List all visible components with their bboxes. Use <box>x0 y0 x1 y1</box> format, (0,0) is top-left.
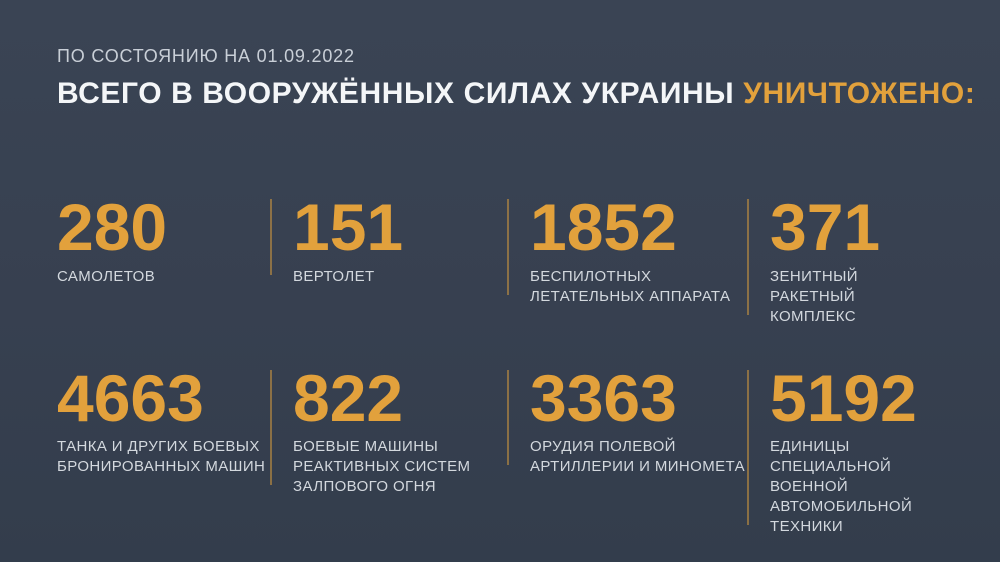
stat-value: 3363 <box>530 360 677 435</box>
column-divider <box>507 369 509 466</box>
stat-value: 151 <box>293 190 404 264</box>
stat-label: БОЕВЫЕ МАШИНЫ РЕАКТИВНЫХ СИСТЕМ ЗАЛПОВОГ… <box>293 438 471 496</box>
column-divider <box>507 199 509 295</box>
stat-value: 371 <box>770 190 881 264</box>
stats-grid: 280 САМОЛЕТОВ 151 ВЕРТОЛЕТ 1852 БЕСПИЛОТ… <box>57 190 943 538</box>
page-title: ВСЕГО В ВООРУЖЁННЫХ СИЛАХ УКРАИНЫ УНИЧТО… <box>57 77 975 111</box>
stat-card-helicopters: 151 ВЕРТОЛЕТ <box>270 190 507 287</box>
stat-value: 5192 <box>770 360 917 435</box>
stat-label: ВЕРТОЛЕТ <box>293 267 375 285</box>
stat-card-uav: 1852 БЕСПИЛОТНЫХ ЛЕТАТЕЛЬНЫХ АППАРАТА <box>507 190 747 307</box>
stat-label: БЕСПИЛОТНЫХ ЛЕТАТЕЛЬНЫХ АППАРАТА <box>530 267 731 305</box>
stat-card-military-vehicles: 5192 ЕДИНИЦЫ СПЕЦИАЛЬНОЙ ВОЕННОЙ АВТОМОБ… <box>747 360 943 538</box>
column-divider <box>747 369 749 526</box>
column-divider <box>270 199 272 275</box>
stat-value: 1852 <box>530 190 677 264</box>
stat-label: ОРУДИЯ ПОЛЕВОЙ АРТИЛЛЕРИИ И МИНОМЕТА <box>530 438 746 476</box>
stat-card-artillery: 3363 ОРУДИЯ ПОЛЕВОЙ АРТИЛЛЕРИИ И МИНОМЕТ… <box>507 360 747 478</box>
date-line: ПО СОСТОЯНИЮ НА 01.09.2022 <box>57 46 355 66</box>
column-divider <box>270 369 272 486</box>
column-divider <box>747 199 749 315</box>
stat-label: ТАНКА И ДРУГИХ БОЕВЫХ БРОНИРОВАННЫХ МАШИ… <box>57 438 266 476</box>
stat-label: САМОЛЕТОВ <box>57 267 156 285</box>
stat-value: 4663 <box>57 360 204 435</box>
stat-card-sam-systems: 371 ЗЕНИТНЫЙ РАКЕТНЫЙ КОМПЛЕКС <box>747 190 943 327</box>
stat-value: 280 <box>57 190 168 264</box>
stat-label: ЕДИНИЦЫ СПЕЦИАЛЬНОЙ ВОЕННОЙ АВТОМОБИЛЬНО… <box>770 438 913 536</box>
stat-card-tanks: 4663 ТАНКА И ДРУГИХ БОЕВЫХ БРОНИРОВАННЫХ… <box>57 360 270 478</box>
stat-label: ЗЕНИТНЫЙ РАКЕТНЫЙ КОМПЛЕКС <box>770 267 858 325</box>
stat-card-aircraft: 280 САМОЛЕТОВ <box>57 190 270 287</box>
page-title-main: ВСЕГО В ВООРУЖЁННЫХ СИЛАХ УКРАИНЫ <box>57 77 735 110</box>
stat-card-mlrs: 822 БОЕВЫЕ МАШИНЫ РЕАКТИВНЫХ СИСТЕМ ЗАЛП… <box>270 360 507 498</box>
stat-value: 822 <box>293 360 404 435</box>
page-title-accent: УНИЧТОЖЕНО: <box>743 77 976 110</box>
